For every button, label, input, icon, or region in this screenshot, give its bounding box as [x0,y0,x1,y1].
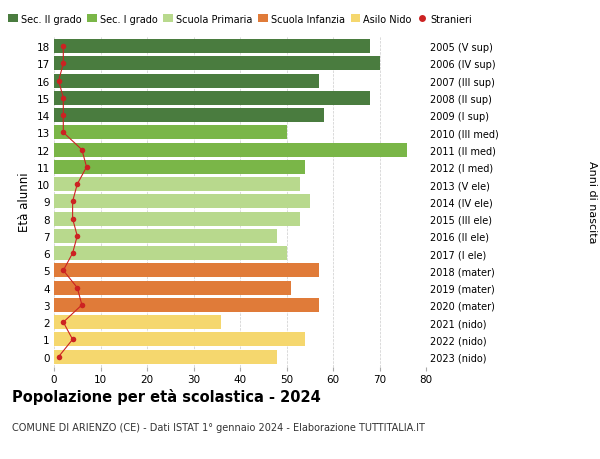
Point [68,215,77,223]
Bar [54,126,287,140]
Point [59,319,68,326]
Bar [54,57,380,71]
Bar [54,178,301,192]
Bar [54,40,370,54]
Bar [54,315,221,330]
Bar [54,92,370,106]
Point [68,336,77,343]
Bar [54,350,277,364]
Bar [54,333,305,347]
Bar [54,74,319,89]
Bar [54,281,291,295]
Bar [54,298,319,312]
Point [77,147,87,154]
Point [54,353,64,361]
Bar [54,109,324,123]
Y-axis label: Età alunni: Età alunni [18,172,31,232]
Point [54,78,64,85]
Point [82,164,91,171]
Point [68,198,77,206]
Bar [54,195,310,209]
Point [59,112,68,120]
Point [59,267,68,274]
Bar [54,230,277,243]
Point [59,44,68,51]
Point [68,250,77,257]
Point [73,181,82,188]
Text: COMUNE DI ARIENZO (CE) - Dati ISTAT 1° gennaio 2024 - Elaborazione TUTTITALIA.IT: COMUNE DI ARIENZO (CE) - Dati ISTAT 1° g… [12,422,425,432]
Text: Anni di nascita: Anni di nascita [587,161,597,243]
Bar [54,143,407,157]
Bar [54,161,305,174]
Bar [54,212,301,226]
Point [59,61,68,68]
Bar [54,246,287,261]
Point [77,302,87,309]
Bar [54,264,319,278]
Legend: Sec. II grado, Sec. I grado, Scuola Primaria, Scuola Infanzia, Asilo Nido, Stran: Sec. II grado, Sec. I grado, Scuola Prim… [4,11,476,28]
Point [59,129,68,137]
Point [73,233,82,240]
Point [73,284,82,292]
Text: Popolazione per età scolastica - 2024: Popolazione per età scolastica - 2024 [12,388,321,404]
Point [59,95,68,102]
